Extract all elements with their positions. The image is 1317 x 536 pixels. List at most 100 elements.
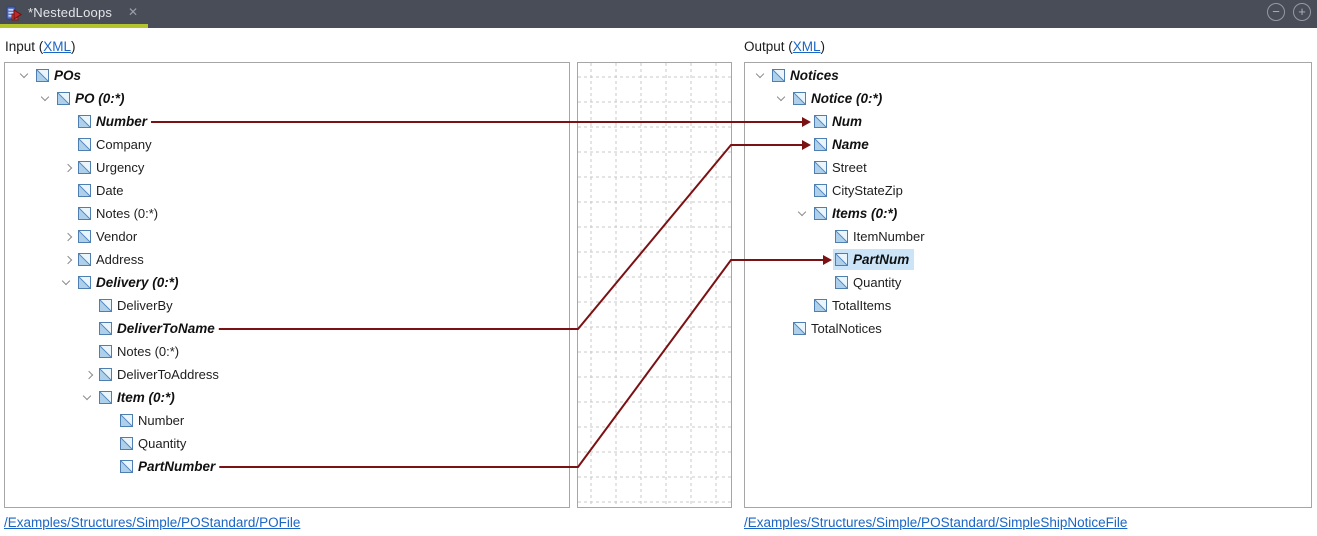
node-content[interactable]: Notes (0:*): [97, 341, 184, 362]
output-xml-link[interactable]: XML: [792, 39, 821, 54]
input-item-company[interactable]: Company: [5, 133, 569, 156]
chevron-down-icon[interactable]: [59, 271, 78, 294]
input-item-notes-0[interactable]: Notes (0:*): [5, 202, 569, 225]
input-xml-link[interactable]: XML: [43, 39, 72, 54]
xml-element-icon: [78, 207, 91, 220]
output-item-itemnumber[interactable]: ItemNumber: [745, 225, 1311, 248]
node-content[interactable]: DeliverBy: [97, 295, 178, 316]
xml-element-icon: [99, 345, 112, 358]
input-file-link[interactable]: /Examples/Structures/Simple/POStandard/P…: [4, 515, 301, 530]
node-content[interactable]: Items (0:*): [812, 203, 902, 224]
input-item-quantity[interactable]: Quantity: [5, 432, 569, 455]
xml-element-icon: [99, 391, 112, 404]
node-content[interactable]: Num: [812, 111, 867, 132]
node-content[interactable]: Notes (0:*): [76, 203, 163, 224]
active-tab-indicator: [0, 24, 148, 28]
chevron-down-icon[interactable]: [17, 64, 36, 87]
node-content[interactable]: Company: [76, 134, 157, 155]
node-content[interactable]: Urgency: [76, 157, 149, 178]
node-content[interactable]: DeliverToName: [97, 318, 220, 339]
xml-element-icon: [78, 161, 91, 174]
input-item-urgency[interactable]: Urgency: [5, 156, 569, 179]
output-item-quantity[interactable]: Quantity: [745, 271, 1311, 294]
xml-element-icon: [835, 276, 848, 289]
node-content[interactable]: Notices: [770, 65, 844, 86]
node-content[interactable]: PartNumber: [118, 456, 220, 477]
selected-node-highlight[interactable]: PartNum: [833, 249, 915, 270]
input-item-po-0[interactable]: PO (0:*): [5, 87, 569, 110]
input-item-notes-0[interactable]: Notes (0:*): [5, 340, 569, 363]
node-content[interactable]: Address: [76, 249, 149, 270]
connector-grid-panel[interactable]: [577, 62, 732, 508]
node-content[interactable]: Quantity: [833, 272, 906, 293]
output-item-notice-0[interactable]: Notice (0:*): [745, 87, 1311, 110]
node-content[interactable]: Quantity: [118, 433, 191, 454]
node-content[interactable]: Date: [76, 180, 128, 201]
output-item-street[interactable]: Street: [745, 156, 1311, 179]
node-content[interactable]: TotalItems: [812, 295, 896, 316]
tab-nestedloops[interactable]: *NestedLoops ✕: [0, 0, 148, 28]
node-content[interactable]: Vendor: [76, 226, 142, 247]
output-item-notices[interactable]: Notices: [745, 64, 1311, 87]
xml-element-icon: [78, 115, 91, 128]
node-content[interactable]: Street: [812, 157, 872, 178]
node-content[interactable]: ItemNumber: [833, 226, 930, 247]
input-item-vendor[interactable]: Vendor: [5, 225, 569, 248]
output-tree-panel[interactable]: Notices Notice (0:*) Num Name Street CityStat…: [744, 62, 1312, 508]
chevron-right-icon[interactable]: [80, 363, 99, 386]
node-content[interactable]: Delivery (0:*): [76, 272, 184, 293]
output-item-num[interactable]: Num: [745, 110, 1311, 133]
input-item-number[interactable]: Number: [5, 110, 569, 133]
output-file-link[interactable]: /Examples/Structures/Simple/POStandard/S…: [744, 515, 1128, 530]
zoom-in-icon[interactable]: +: [1293, 3, 1311, 21]
node-label: ItemNumber: [853, 229, 925, 244]
output-item-partnum[interactable]: PartNum: [745, 248, 1311, 271]
xml-element-icon: [78, 276, 91, 289]
input-item-deliverby[interactable]: DeliverBy: [5, 294, 569, 317]
xml-element-icon: [772, 69, 785, 82]
node-content[interactable]: Name: [812, 134, 874, 155]
chevron-down-icon[interactable]: [753, 64, 772, 87]
node-label: Delivery (0:*): [96, 275, 179, 290]
chevron-down-icon[interactable]: [38, 87, 57, 110]
chevron-spacer: [795, 156, 814, 179]
chevron-spacer: [59, 202, 78, 225]
input-item-number[interactable]: Number: [5, 409, 569, 432]
node-label: Vendor: [96, 229, 138, 244]
node-content[interactable]: POs: [34, 65, 86, 86]
chevron-right-icon[interactable]: [59, 225, 78, 248]
output-item-items-0[interactable]: Items (0:*): [745, 202, 1311, 225]
input-item-item-0[interactable]: Item (0:*): [5, 386, 569, 409]
input-item-delivertoaddress[interactable]: DeliverToAddress: [5, 363, 569, 386]
node-content[interactable]: CityStateZip: [812, 180, 908, 201]
chevron-down-icon[interactable]: [795, 202, 814, 225]
chevron-down-icon[interactable]: [80, 386, 99, 409]
xml-element-icon: [78, 230, 91, 243]
node-content[interactable]: DeliverToAddress: [97, 364, 224, 385]
node-label: Items (0:*): [832, 206, 898, 221]
node-content[interactable]: Notice (0:*): [791, 88, 887, 109]
output-item-totalitems[interactable]: TotalItems: [745, 294, 1311, 317]
input-item-partnumber[interactable]: PartNumber: [5, 455, 569, 478]
input-item-delivertoname[interactable]: DeliverToName: [5, 317, 569, 340]
input-item-pos[interactable]: POs: [5, 64, 569, 87]
output-item-citystatezip[interactable]: CityStateZip: [745, 179, 1311, 202]
node-content[interactable]: PO (0:*): [55, 88, 130, 109]
chevron-right-icon[interactable]: [59, 248, 78, 271]
output-item-name[interactable]: Name: [745, 133, 1311, 156]
input-item-date[interactable]: Date: [5, 179, 569, 202]
input-item-address[interactable]: Address: [5, 248, 569, 271]
chevron-right-icon[interactable]: [59, 156, 78, 179]
zoom-out-icon[interactable]: −: [1267, 3, 1285, 21]
output-item-totalnotices[interactable]: TotalNotices: [745, 317, 1311, 340]
node-label: Urgency: [96, 160, 145, 175]
close-tab-icon[interactable]: ✕: [128, 5, 139, 19]
node-content[interactable]: Item (0:*): [97, 387, 180, 408]
node-label: Notices: [790, 68, 839, 83]
node-content[interactable]: TotalNotices: [791, 318, 887, 339]
input-item-delivery-0[interactable]: Delivery (0:*): [5, 271, 569, 294]
input-tree-panel[interactable]: POs PO (0:*) Number Company Urgency Date Notes…: [4, 62, 570, 508]
node-content[interactable]: Number: [76, 111, 152, 132]
chevron-down-icon[interactable]: [774, 87, 793, 110]
node-content[interactable]: Number: [118, 410, 189, 431]
